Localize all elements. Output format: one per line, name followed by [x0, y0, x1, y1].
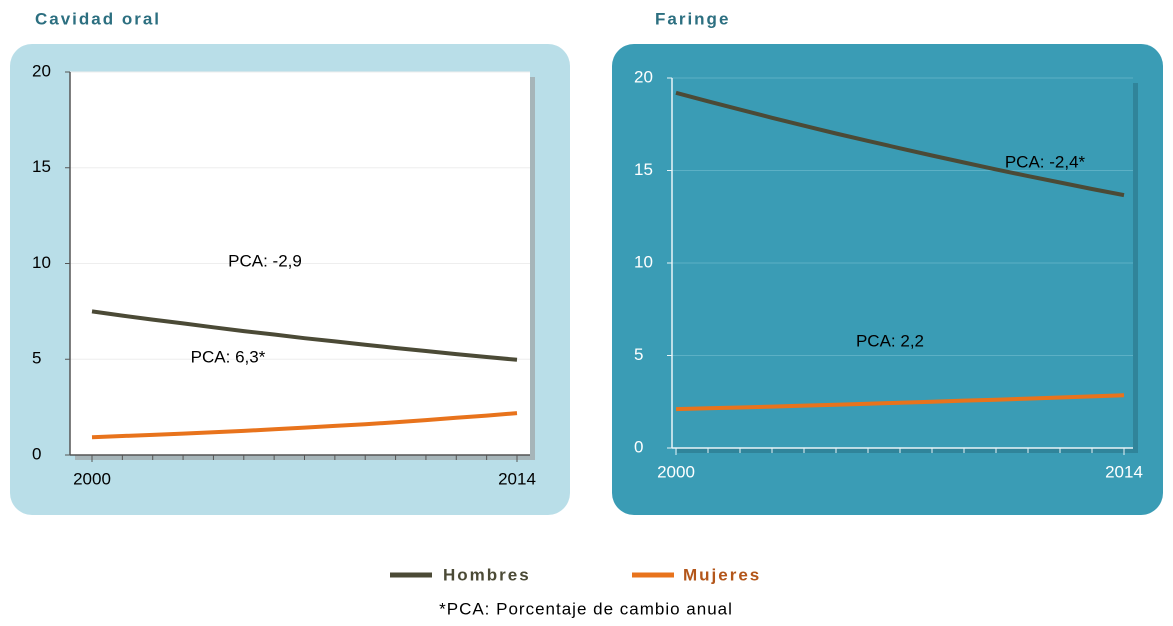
annotation: PCA: -2,9 [228, 251, 302, 270]
annotation: PCA: 2,2 [856, 331, 924, 350]
y-tick-label: 20 [634, 67, 653, 86]
series-line [91, 309, 518, 362]
chart-title: Cavidad oral [35, 9, 161, 28]
x-tick-label: 2014 [1105, 462, 1143, 481]
legend-label: Mujeres [683, 565, 761, 584]
y-tick-label: 15 [634, 160, 653, 179]
y-tick-label: 15 [32, 157, 51, 176]
annotation: PCA: 6,3* [191, 347, 266, 366]
series-line [91, 411, 518, 440]
footnote: *PCA: Porcentaje de cambio anual [439, 599, 733, 618]
x-tick-label: 2000 [73, 469, 111, 488]
y-tick-label: 20 [32, 61, 51, 80]
chart-title: Faringe [655, 9, 730, 28]
y-tick-label: 0 [32, 444, 41, 463]
x-tick-label: 2000 [657, 462, 695, 481]
y-tick-label: 5 [634, 345, 643, 364]
x-tick-label: 2014 [498, 469, 536, 488]
y-tick-label: 10 [634, 252, 653, 271]
legend-label: Hombres [443, 565, 531, 584]
y-tick-label: 10 [32, 253, 51, 272]
series-line [675, 393, 1125, 412]
y-tick-label: 5 [32, 349, 41, 368]
y-tick-label: 0 [634, 437, 643, 456]
series-line [675, 90, 1125, 198]
annotation: PCA: -2,4* [1005, 152, 1086, 171]
